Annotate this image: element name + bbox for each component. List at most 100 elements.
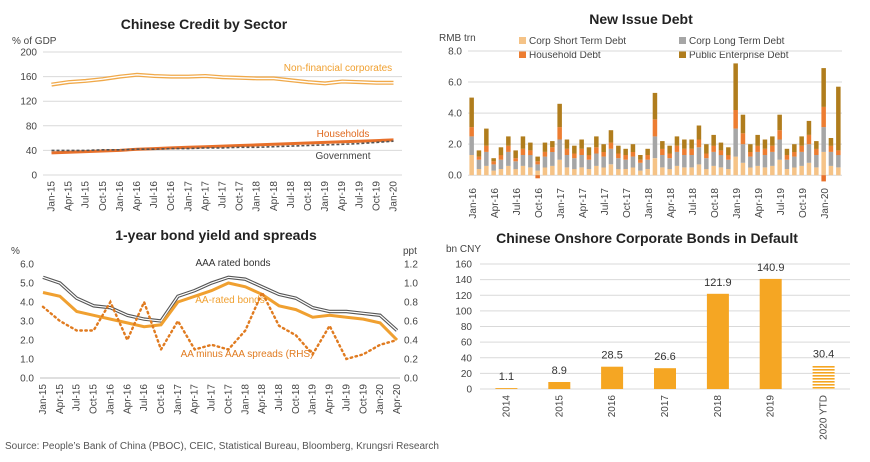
c2-bar-segment [799,165,804,176]
c2-bar-segment [777,114,782,131]
c2-bar-segment [836,86,841,151]
c2-bar-segment [660,148,665,155]
c2-bar-segment [469,127,474,137]
c4-data-label: 140.9 [757,262,785,274]
c2-bar-segment [674,165,680,176]
c2-bar-segment [520,165,526,176]
c2-bar-segment [623,169,628,176]
c2-xtick-label: Jul-18 [688,188,699,216]
c3-xtick-label: Jan-19 [308,384,319,415]
c2-bar-segment [579,148,584,155]
chart3-label-aaa: AAA rated bonds [195,258,270,269]
c2-xtick-label: Apr-17 [578,188,589,218]
c2-bar-segment [711,151,716,166]
c2-legend-swatch [679,37,686,44]
c2-bar-segment [506,165,511,176]
c1-xtick-label: Oct-18 [303,181,314,211]
c2-bar-segment [491,161,496,165]
c1-xtick-label: Oct-16 [166,181,177,211]
c2-legend-label: Household Debt [529,50,601,61]
c2-bar-segment [667,169,672,176]
c2-bar-segment [645,155,650,160]
c1-xtick-label: Oct-15 [98,181,109,211]
c2-bar-segment [762,167,768,176]
c2-bar-segment [506,136,511,146]
c2-bar-segment [704,169,709,176]
c2-bar-segment [821,151,826,176]
c2-bar-segment [828,165,834,176]
c2-bar-segment [506,145,511,152]
c2-bar-segment [682,155,687,168]
c2-bar-segment [616,158,621,170]
c2-bar-segment [755,134,760,146]
c2-bar-segment [733,128,738,157]
c2-bar-segment [476,159,482,169]
c2-bar-segment [748,144,753,152]
c2-bar-negative [535,175,540,179]
source-note: Source: People’s Bank of China (PBOC), C… [5,441,439,452]
c1-ytick-label: 80 [26,121,38,132]
c2-bar-segment [652,119,658,137]
c2-bar-segment [704,158,709,170]
c2-bar-segment [506,151,511,166]
c2-legend-label: Corp Long Term Debt [689,36,785,47]
c3-xtick-label: Jul-17 [207,384,218,412]
c2-bar-segment [572,158,577,170]
c2-bar-segment [645,148,650,155]
c3-xtick-label: Oct-15 [89,384,100,414]
c2-xtick-label: Oct-18 [710,188,721,218]
c1-xtick-label: Jul-18 [286,181,297,209]
c3-line-aaa-inner [42,276,398,331]
chart4-ylabel: bn CNY [446,244,481,255]
c2-bar-segment [520,155,526,166]
c2-bar-segment [762,148,768,155]
c2-legend-swatch [519,51,526,58]
c2-xtick-label: Oct-16 [534,188,545,218]
c2-bar-segment [777,159,782,176]
c4-xtick-label: 2017 [660,395,671,418]
c3-xtick-label: Jul-16 [139,384,150,412]
c2-bar-segment [674,151,680,166]
c2-bar-segment [616,145,621,154]
c1-xtick-label: Jan-18 [252,181,263,212]
c2-bar-segment [572,153,577,159]
c4-data-label: 8.9 [552,365,567,377]
c2-bar-segment [528,155,533,168]
c4-ytick-label: 160 [455,260,472,271]
c2-bar-segment [579,139,584,149]
c4-ytick-label: 20 [461,369,473,380]
c2-bar-segment [836,167,841,176]
c2-bar-segment [513,169,518,176]
c2-bar-segment [652,92,658,120]
c2-bar-segment [638,170,643,176]
c2-xtick-label: Jul-17 [600,188,611,216]
c1-ytick-label: 120 [20,97,37,108]
c4-ytick-label: 120 [455,291,472,302]
c3-xtick-label: Apr-20 [392,384,403,414]
c4-ytick-label: 60 [461,338,473,349]
c1-xtick-label: Apr-16 [132,181,143,211]
c3-y2tick-label: 0.6 [404,317,418,328]
c2-bar-segment [601,156,606,168]
c3-ytick-label: 4.0 [20,298,34,309]
c2-bar-segment [762,155,768,168]
c2-bar-segment [579,155,584,168]
c2-bar-segment [638,155,643,160]
chart3-label-aa: AA-rated bonds [195,295,265,306]
c2-bar-segment [550,141,555,148]
c2-bar-segment [799,136,804,146]
c3-y2tick-label: 0.4 [404,336,418,347]
c3-ytick-label: 2.0 [20,336,34,347]
c1-xtick-label: Jan-17 [183,181,194,212]
c2-bar-segment [535,164,540,171]
c2-bar-segment [484,145,489,152]
c2-bar-segment [542,167,548,176]
c3-xtick-label: Apr-16 [122,384,133,414]
c2-xtick-label: Jul-16 [512,188,523,216]
c4-xtick-label: 2014 [501,395,512,418]
c3-xtick-label: Oct-18 [291,384,302,414]
c3-xtick-label: Apr-15 [55,384,66,414]
c2-bar-segment [476,169,482,176]
c2-bar-segment [814,155,819,168]
